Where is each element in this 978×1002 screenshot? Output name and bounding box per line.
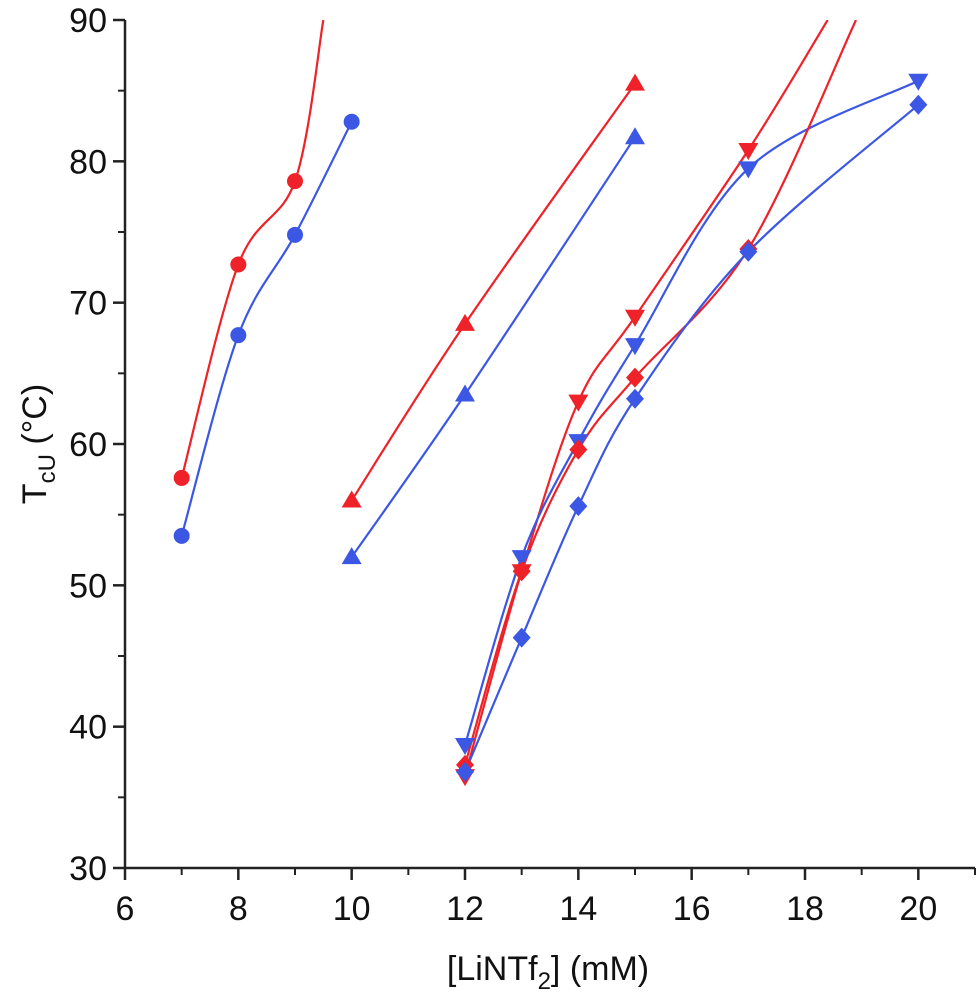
series-blue-circle-curve <box>180 121 353 537</box>
marker-blue-triangle-down <box>738 161 759 179</box>
y-tick-label: 90 <box>69 2 107 40</box>
x-tick-label: 16 <box>673 890 711 928</box>
series-blue-triangle-up-curve <box>350 136 636 558</box>
marker-red-triangle-down <box>625 309 645 327</box>
marker-blue-diamond <box>626 388 644 409</box>
y-tick-label: 60 <box>69 426 107 464</box>
marker-red-diamond <box>626 367 644 388</box>
marker-blue-diamond <box>512 627 531 648</box>
series-red-triangle-down-curve <box>463 20 829 777</box>
y-tick-label: 70 <box>69 285 107 323</box>
y-tick-label: 50 <box>69 567 107 605</box>
x-tick-label: 12 <box>446 890 484 928</box>
marker-blue-circle <box>343 113 360 130</box>
x-tick-label: 14 <box>559 890 597 928</box>
marker-red-diamond <box>512 561 531 582</box>
marker-red-diamond <box>569 439 588 460</box>
y-tick-label: 40 <box>69 709 107 747</box>
marker-red-triangle-up <box>625 73 645 91</box>
x-axis-title: [LiNTf2] (mM) <box>447 950 649 995</box>
data-markers <box>173 73 929 787</box>
marker-blue-triangle-down <box>625 338 645 356</box>
x-tick-label: 18 <box>786 890 824 928</box>
marker-blue-triangle-down <box>908 73 929 91</box>
marker-blue-triangle-down <box>511 550 532 568</box>
fit-curves <box>180 20 920 777</box>
x-tick-label: 6 <box>116 890 135 928</box>
marker-red-circle <box>287 173 303 190</box>
marker-red-triangle-down <box>738 143 759 161</box>
marker-blue-circle <box>173 527 190 544</box>
y-axis-title: TcU (°C) <box>16 384 61 504</box>
y-tick-label: 30 <box>69 850 107 888</box>
marker-blue-circle <box>287 226 303 243</box>
series-blue-diamond-curve <box>463 103 920 773</box>
axes: 6 8 10 12 14 16 18 20 30 40 50 60 70 80 90 <box>69 2 976 928</box>
marker-red-triangle-down <box>568 394 589 412</box>
marker-blue-triangle-up <box>625 127 645 145</box>
marker-blue-diamond <box>456 761 474 782</box>
marker-blue-circle <box>230 327 247 344</box>
marker-blue-triangle-up <box>455 384 475 402</box>
series-red-diamond-curve <box>463 20 857 766</box>
series-blue-triangle-down-curve <box>463 79 919 746</box>
marker-red-circle <box>173 469 190 486</box>
y-tick-label: 80 <box>69 143 107 181</box>
marker-blue-diamond <box>909 94 928 115</box>
x-tick-label: 10 <box>333 890 371 928</box>
marker-blue-diamond <box>569 496 588 517</box>
marker-red-circle <box>230 256 247 273</box>
series-red-circle-curve <box>180 20 325 479</box>
x-tick-label: 20 <box>899 890 937 928</box>
marker-blue-diamond <box>739 241 758 262</box>
series-red-triangle-up-curve <box>350 82 636 502</box>
marker-red-triangle-up <box>341 490 362 508</box>
marker-blue-triangle-up <box>341 547 362 565</box>
x-tick-label: 8 <box>229 890 248 928</box>
marker-red-triangle-up <box>455 313 475 331</box>
marker-blue-triangle-down <box>455 738 475 756</box>
